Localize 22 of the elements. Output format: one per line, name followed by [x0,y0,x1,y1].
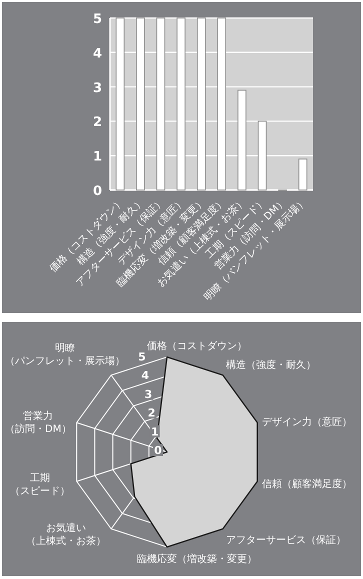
y-tick-label: 2 [148,406,156,420]
y-tick-label: 0 [92,184,102,199]
spoke-label: デザイン力（意匠） [262,416,352,428]
y-tick-label: 5 [138,350,146,364]
y-tick-label: 0 [154,444,162,457]
y-tick-label: 3 [92,80,102,96]
y-tick-label: 2 [92,115,102,130]
y-tick-label: 4 [92,46,102,62]
spoke-label: 営業力（訪問・DM） [5,410,72,436]
y-tick-label: 5 [92,12,102,27]
spoke-label: 価格（コストダウン） [147,340,247,352]
spoke-label: 信頼（顧客満足度） [262,478,352,490]
spoke-label: 構造（強度・耐久） [226,359,316,372]
y-tick-label: 3 [144,388,152,401]
spoke-label: アフターサービス（保証） [226,534,346,546]
spoke-label: 明瞭（パンフレット・展示場） [5,343,125,368]
y-tick-label: 4 [141,369,150,382]
y-tick-label: 1 [150,425,159,438]
spoke-label: 臨機応変（増改築・変更） [137,553,257,565]
spoke-label: お気遣い（上棟式・お茶） [26,522,106,547]
spoke-label: 工期（スピード） [10,472,70,497]
y-tick-label: 1 [92,150,102,165]
